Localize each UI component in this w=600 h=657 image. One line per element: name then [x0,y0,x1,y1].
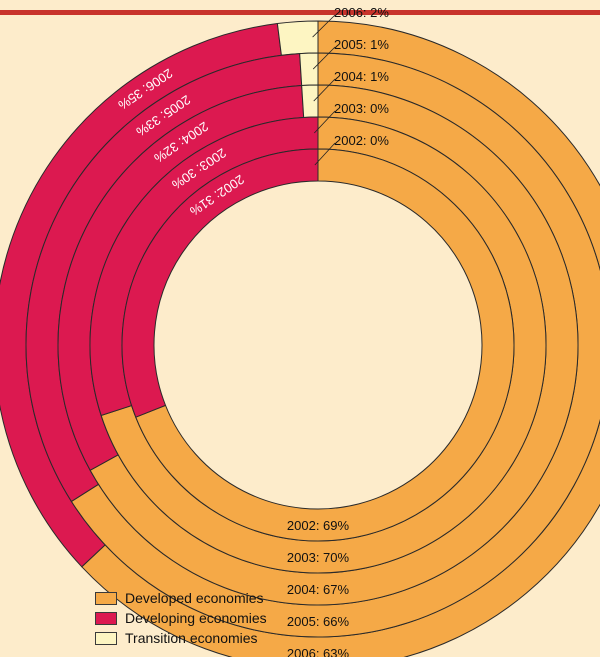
ring-2002-transition-leader [314,142,336,166]
top-accent-rule [0,10,600,15]
ring-2005-transition-label: 2005: 1% [334,37,389,52]
legend-swatch-developed [95,591,117,605]
legend-swatch-developing [95,611,117,625]
legend: Developed economies Developing economies… [95,588,267,648]
ring-2002-transition-label: 2002: 0% [334,133,389,148]
ring-2002-developed-label: 2002: 69% [287,518,350,533]
legend-label-developing: Developing economies [125,610,267,626]
legend-swatch-transition [95,631,117,645]
ring-2005-transition-slice [299,52,319,87]
ring-2006-transition-slice [276,20,319,56]
ring-2003-transition-label: 2003: 0% [334,101,389,116]
legend-label-transition: Transition economies [125,630,258,646]
legend-label-developed: Developed economies [125,590,264,606]
legend-item-developing: Developing economies [95,608,267,628]
ring-2005-transition-leader [312,46,336,70]
legend-item-developed: Developed economies [95,588,267,608]
ring-2002-developed-slice [135,148,515,542]
ring-2003-developed-label: 2003: 70% [287,550,350,565]
legend-item-transition: Transition economies [95,628,267,648]
ring-2004-developed-label: 2004: 67% [287,582,350,597]
ring-2003-transition-leader [314,110,336,134]
ring-2004-transition-slice [301,84,319,118]
ring-2005-developed-label: 2005: 66% [287,614,350,629]
ring-2006-transition-label: 2006: 2% [334,5,389,20]
ring-2004-transition-leader [313,78,336,102]
ring-2004-transition-label: 2004: 1% [334,69,389,84]
ring-2002-developing-slice [121,148,319,418]
ring-2006-developed-label: 2006: 63% [287,646,350,657]
ring-2006-transition-leader [312,14,336,38]
